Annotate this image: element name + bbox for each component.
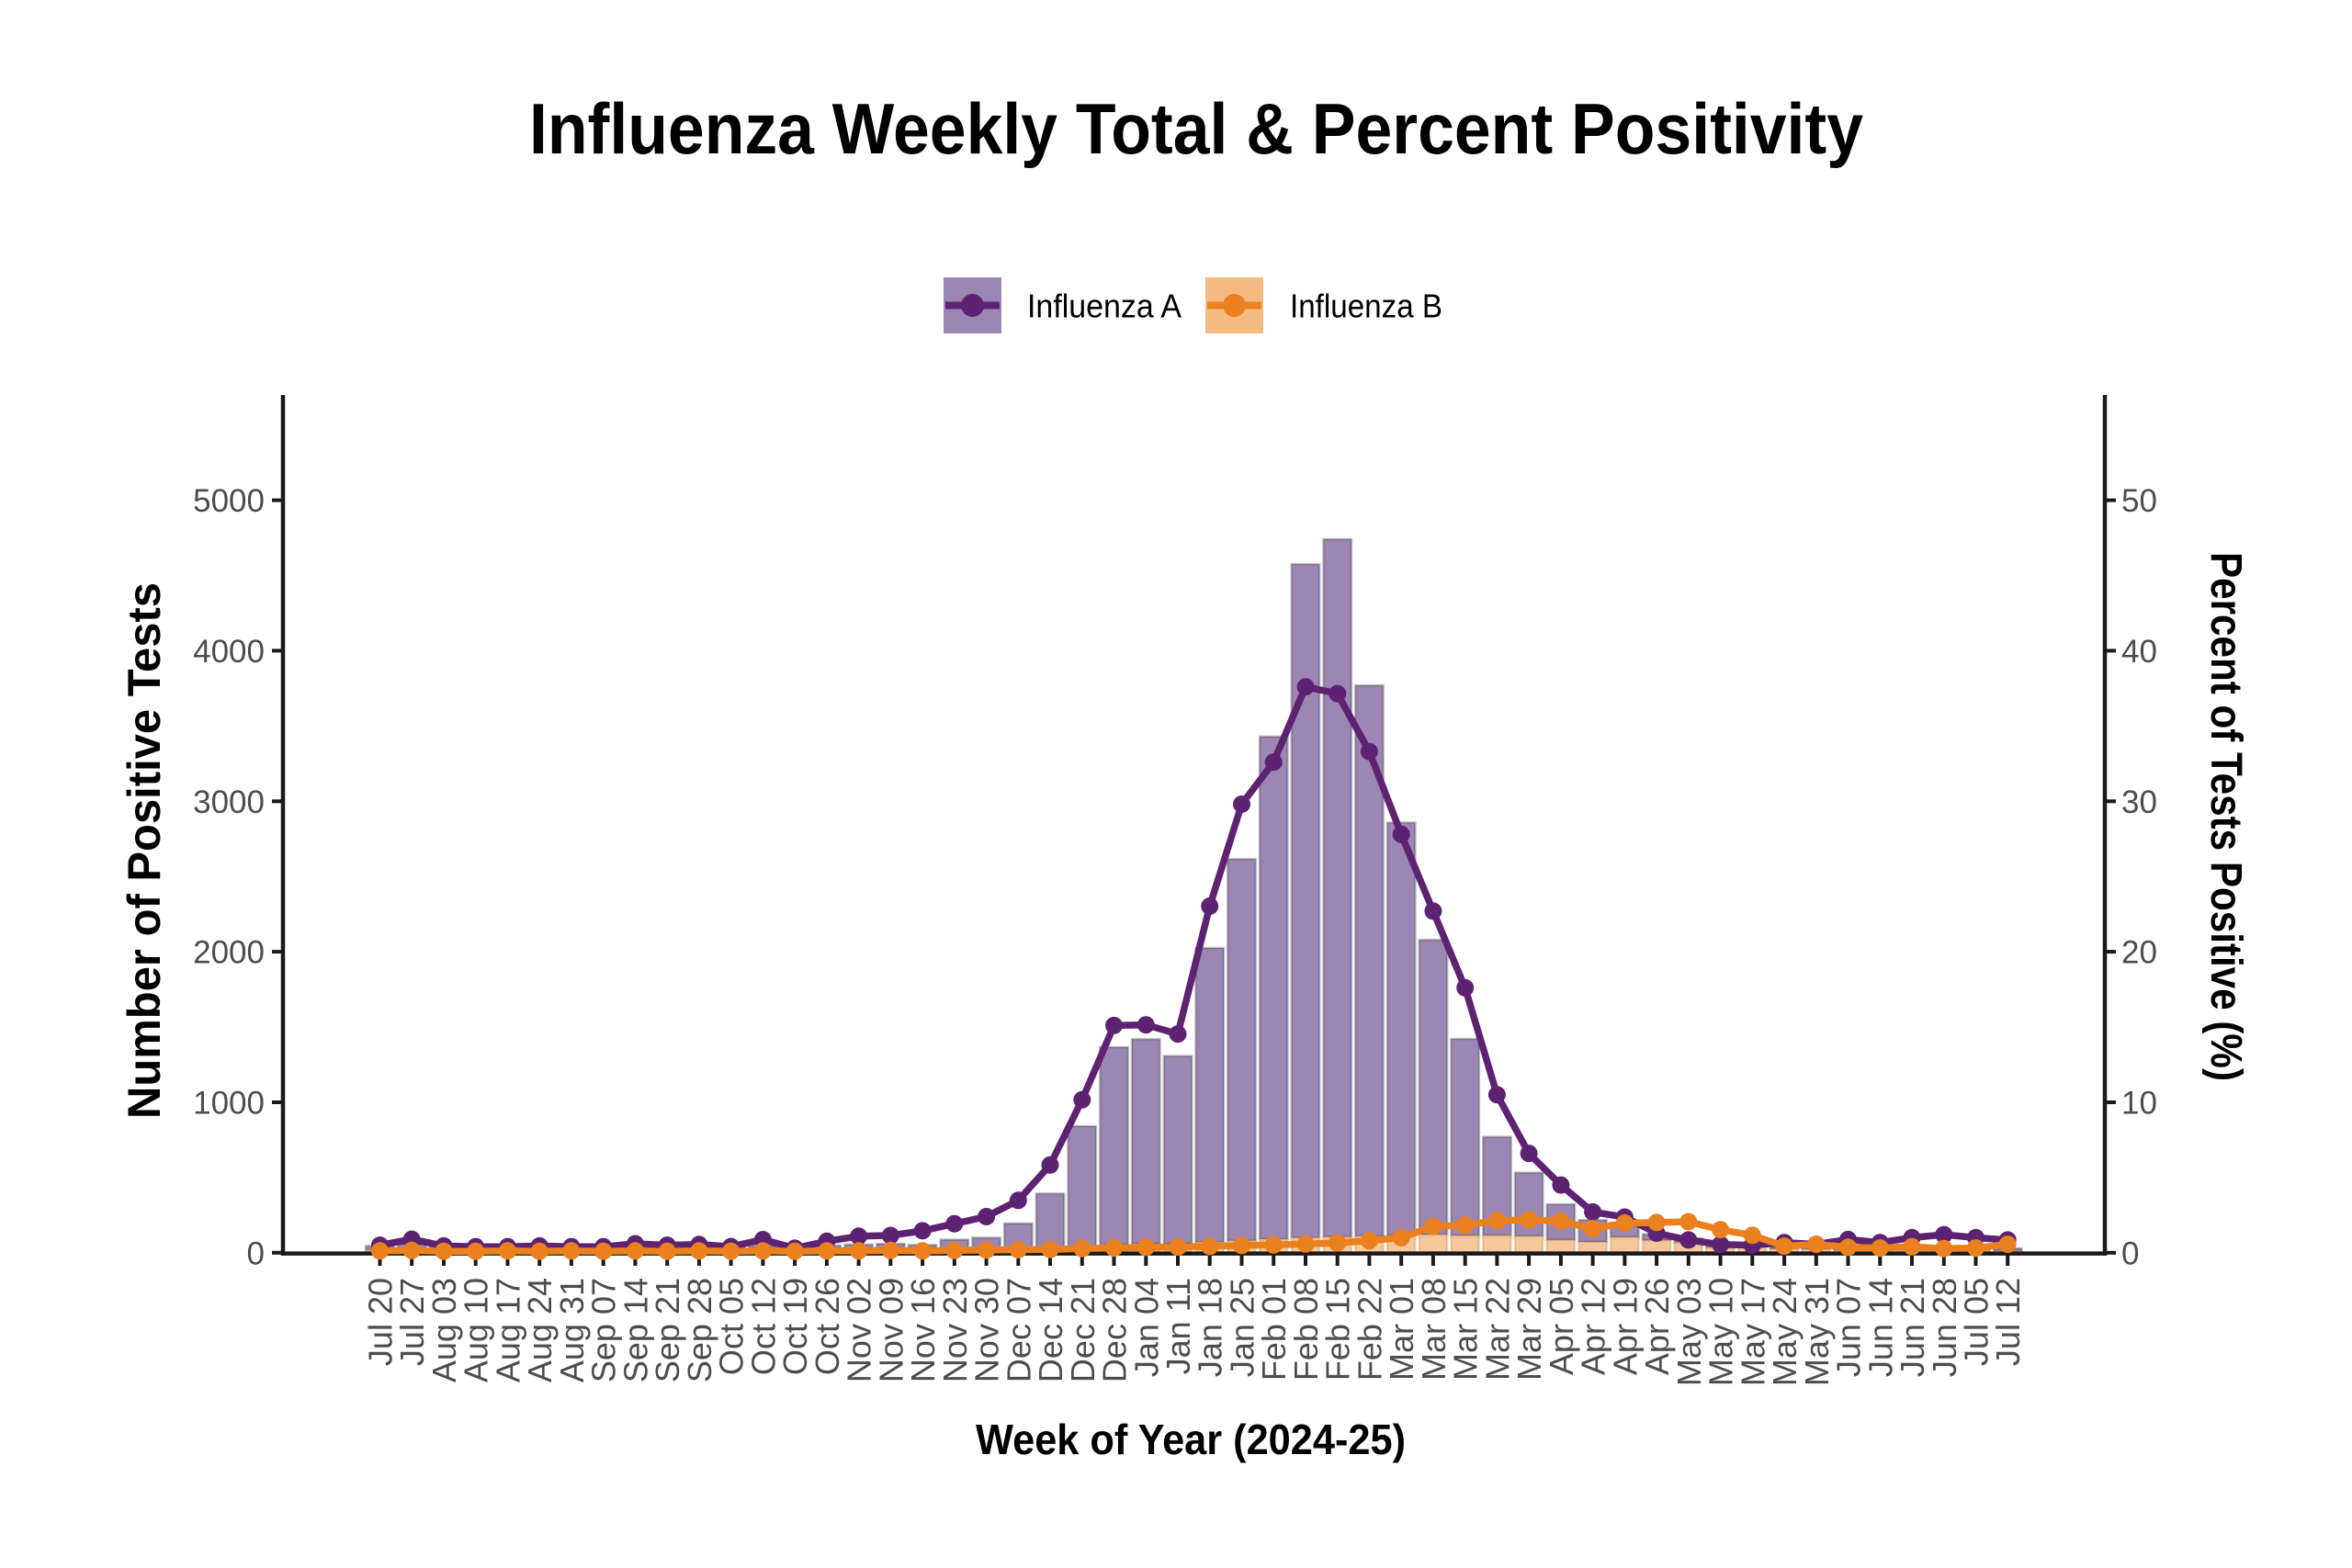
svg-text:May 31: May 31	[1798, 1278, 1836, 1386]
svg-text:Oct 26: Oct 26	[808, 1278, 846, 1375]
svg-text:Number of Positive Tests: Number of Positive Tests	[119, 582, 170, 1119]
svg-text:Jun 14: Jun 14	[1861, 1278, 1899, 1377]
svg-text:Nov 02: Nov 02	[841, 1278, 878, 1382]
svg-text:Jul 05: Jul 05	[1958, 1278, 1996, 1366]
svg-text:Jan 18: Jan 18	[1192, 1278, 1229, 1377]
svg-text:50: 50	[2121, 483, 2157, 519]
svg-text:Jun 07: Jun 07	[1830, 1278, 1868, 1377]
svg-text:10: 10	[2121, 1086, 2157, 1122]
svg-text:Sep 21: Sep 21	[649, 1278, 686, 1382]
svg-text:40: 40	[2121, 634, 2157, 670]
svg-text:May 10: May 10	[1702, 1278, 1740, 1386]
svg-text:Nov 09: Nov 09	[872, 1278, 910, 1382]
svg-text:Influenza B: Influenza B	[1290, 288, 1442, 325]
svg-text:Sep 07: Sep 07	[585, 1278, 623, 1382]
svg-text:Dec 28: Dec 28	[1096, 1278, 1134, 1382]
svg-text:Jan 11: Jan 11	[1159, 1278, 1197, 1374]
svg-text:Nov 23: Nov 23	[936, 1278, 974, 1382]
svg-text:Feb 22: Feb 22	[1351, 1278, 1388, 1381]
svg-text:Jun 21: Jun 21	[1894, 1278, 1931, 1377]
svg-text:30: 30	[2121, 784, 2157, 820]
svg-text:3000: 3000	[193, 784, 265, 820]
svg-text:Oct 05: Oct 05	[713, 1278, 751, 1375]
svg-text:2000: 2000	[193, 935, 265, 971]
svg-text:Jan 25: Jan 25	[1224, 1278, 1261, 1377]
svg-text:May 17: May 17	[1734, 1278, 1771, 1386]
svg-text:5000: 5000	[193, 483, 265, 519]
svg-text:Mar 08: Mar 08	[1415, 1278, 1453, 1381]
svg-text:Nov 16: Nov 16	[904, 1278, 942, 1382]
svg-text:Mar 22: Mar 22	[1478, 1278, 1516, 1381]
svg-text:Aug 10: Aug 10	[458, 1278, 495, 1382]
svg-text:Jun 28: Jun 28	[1926, 1278, 1963, 1377]
svg-text:Jul 27: Jul 27	[393, 1278, 431, 1366]
svg-text:Influenza A: Influenza A	[1027, 288, 1182, 325]
svg-text:May 24: May 24	[1766, 1278, 1804, 1386]
svg-text:Influenza Weekly Total & Perce: Influenza Weekly Total & Percent Positiv…	[529, 88, 1863, 169]
svg-text:Dec 07: Dec 07	[1000, 1278, 1037, 1382]
svg-text:Week of Year (2024-25): Week of Year (2024-25)	[976, 1416, 1406, 1463]
svg-text:Jan 04: Jan 04	[1127, 1278, 1165, 1377]
svg-text:Dec 21: Dec 21	[1064, 1278, 1102, 1382]
svg-text:Mar 29: Mar 29	[1510, 1278, 1548, 1381]
svg-text:Jul 12: Jul 12	[1989, 1278, 2027, 1366]
svg-text:1000: 1000	[193, 1086, 265, 1122]
svg-text:20: 20	[2121, 935, 2157, 971]
svg-text:Aug 31: Aug 31	[553, 1278, 591, 1382]
svg-text:Apr 05: Apr 05	[1543, 1278, 1580, 1375]
svg-text:May 03: May 03	[1670, 1278, 1708, 1386]
svg-text:Nov 30: Nov 30	[968, 1278, 1006, 1382]
svg-text:Aug 24: Aug 24	[521, 1278, 559, 1382]
svg-text:Apr 12: Apr 12	[1575, 1278, 1612, 1375]
svg-text:Percent of Tests Positive (%): Percent of Tests Positive (%)	[2201, 552, 2250, 1081]
svg-text:Apr 26: Apr 26	[1638, 1278, 1676, 1375]
svg-text:Oct 12: Oct 12	[744, 1278, 782, 1375]
svg-text:Feb 15: Feb 15	[1319, 1278, 1357, 1381]
svg-text:4000: 4000	[193, 634, 265, 670]
svg-text:0: 0	[247, 1235, 265, 1271]
svg-text:Feb 08: Feb 08	[1287, 1278, 1325, 1381]
svg-text:Jul 20: Jul 20	[362, 1278, 400, 1366]
svg-text:Aug 17: Aug 17	[490, 1278, 527, 1382]
svg-text:Mar 01: Mar 01	[1383, 1278, 1420, 1381]
svg-text:Oct 19: Oct 19	[776, 1278, 814, 1375]
svg-text:Sep 28: Sep 28	[681, 1278, 718, 1382]
svg-text:Aug 03: Aug 03	[425, 1278, 463, 1382]
svg-text:Apr 19: Apr 19	[1606, 1278, 1644, 1375]
svg-text:Sep 14: Sep 14	[616, 1278, 654, 1382]
svg-text:Dec 14: Dec 14	[1032, 1278, 1069, 1382]
svg-text:0: 0	[2121, 1235, 2139, 1271]
svg-text:Feb 01: Feb 01	[1255, 1278, 1293, 1381]
svg-text:Mar 15: Mar 15	[1447, 1278, 1485, 1381]
